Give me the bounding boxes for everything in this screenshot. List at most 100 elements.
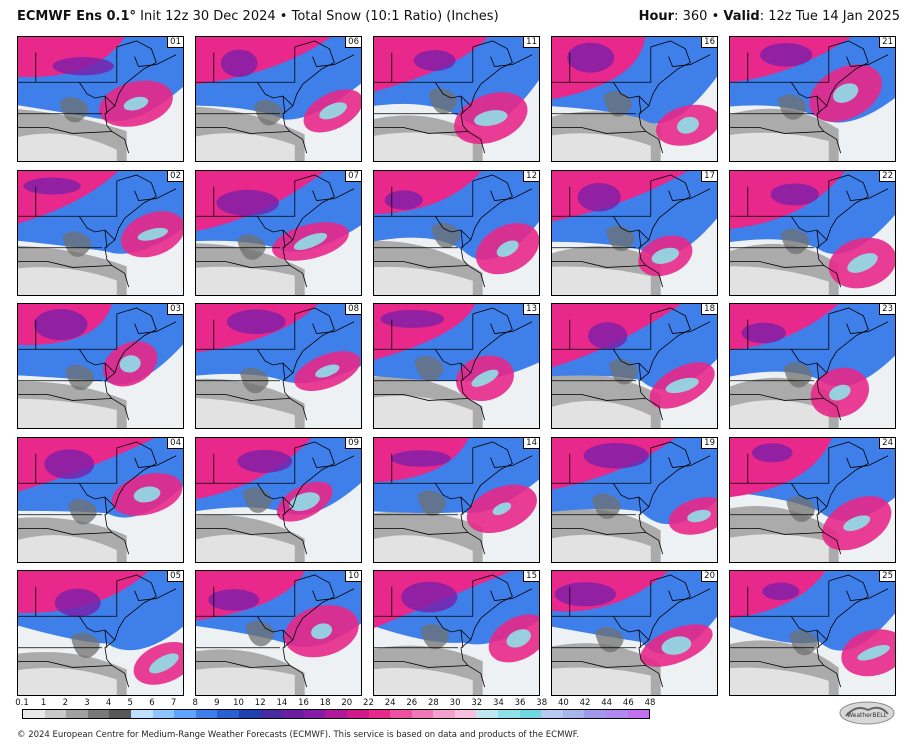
snowfall-map [18, 37, 183, 161]
legend-swatch [433, 710, 455, 718]
member-number: 05 [167, 571, 183, 582]
logo-lettering: WeatherBELL [847, 712, 888, 719]
legend-swatch [519, 710, 542, 718]
product-name: Total Snow (10:1 Ratio) (Inches) [291, 9, 499, 24]
member-number: 19 [701, 437, 717, 449]
legend-color-bar [22, 709, 650, 719]
snowfall-map [196, 571, 361, 695]
snowfall-map [552, 170, 717, 295]
legend-tick-label: 5 [127, 698, 133, 708]
member-number: 08 [345, 304, 361, 315]
snow-legend [22, 709, 650, 723]
ensemble-member-panel: 09 [195, 436, 362, 563]
member-number: 03 [167, 304, 183, 315]
legend-swatch [109, 710, 131, 718]
valid-value: : 12z Tue 14 Jan 2025 [759, 9, 900, 24]
copyright-notice: © 2024 European Centre for Medium-Range … [17, 730, 580, 740]
member-number: 24 [879, 437, 895, 449]
ensemble-member-grid: 01 06 11 16 21 02 07 12 17 22 03 08 13 18 23 04 09 14 19 24… [17, 36, 897, 696]
legend-swatch [23, 710, 45, 718]
snowfall-map [18, 170, 183, 295]
member-number: 12 [523, 170, 539, 182]
member-number: 21 [879, 37, 895, 48]
member-number: 16 [701, 37, 717, 48]
legend-tick-label: 6 [149, 698, 155, 708]
member-number: 01 [167, 37, 183, 48]
snowfall-map [552, 37, 717, 161]
ensemble-member-panel: 23 [729, 303, 896, 429]
member-number: 15 [523, 571, 539, 582]
legend-swatch [541, 710, 563, 718]
legend-tick-label: 42 [579, 698, 591, 708]
title-separator-right: • [711, 9, 720, 24]
legend-swatch [390, 710, 412, 718]
legend-tick-label: 20 [341, 698, 353, 708]
snowfall-map [374, 571, 539, 695]
legend-tick-label: 24 [384, 698, 396, 708]
member-number: 13 [523, 304, 539, 315]
legend-swatch [195, 710, 218, 718]
legend-tick-labels: 0.1 1 2 3 4 5 6 7 8 9 10 12 14 16 18 20 22 24 26 28 30 32 34 36… [0, 698, 660, 710]
map-title: ECMWF Ens 0.1° Init 12z 30 Dec 2024 • To… [17, 9, 499, 24]
snowfall-map [18, 437, 183, 562]
ensemble-member-panel: 04 [17, 436, 184, 563]
legend-swatch [303, 710, 326, 718]
legend-tick-label: 38 [536, 698, 548, 708]
legend-tick-label: 10 [233, 698, 244, 708]
legend-tick-label: 8 [192, 698, 198, 708]
ensemble-member-panel: 03 [17, 303, 184, 429]
valid-label: Valid [723, 9, 760, 24]
member-number: 20 [701, 571, 717, 582]
member-number: 09 [345, 437, 361, 449]
snowfall-map [18, 304, 183, 428]
ensemble-member-panel: 08 [195, 303, 362, 429]
legend-swatch [325, 710, 347, 718]
member-number: 17 [701, 170, 717, 182]
legend-tick-label: 36 [514, 698, 526, 708]
legend-tick-label: 0.1 [15, 698, 29, 708]
member-number: 06 [345, 37, 361, 48]
ensemble-member-panel: 07 [195, 169, 362, 296]
ensemble-member-panel: 19 [551, 436, 718, 563]
title-separator: • [279, 9, 288, 24]
legend-tick-label: 34 [492, 698, 504, 708]
legend-tick-label: 4 [105, 698, 112, 708]
legend-swatch [584, 710, 607, 718]
legend-swatch [606, 710, 628, 718]
ensemble-member-panel: 25 [729, 570, 896, 696]
member-number: 23 [879, 304, 895, 315]
ensemble-member-panel: 11 [373, 36, 540, 162]
snowfall-map [18, 571, 183, 695]
legend-swatch [238, 710, 261, 718]
valid-time: Hour: 360 • Valid: 12z Tue 14 Jan 2025 [639, 9, 900, 24]
snowfall-map [374, 37, 539, 161]
ensemble-member-panel: 18 [551, 303, 718, 429]
legend-swatch [174, 710, 196, 718]
legend-swatch [282, 710, 304, 718]
weatherbell-logo: WeatherBELL [838, 700, 896, 726]
legend-tick-label: 12 [254, 698, 266, 708]
snowfall-map [730, 304, 895, 428]
legend-tick-label: 46 [622, 698, 634, 708]
legend-swatch [411, 710, 434, 718]
ensemble-member-panel: 10 [195, 570, 362, 696]
member-number: 18 [701, 304, 717, 315]
legend-swatch [498, 710, 520, 718]
hour-label: Hour [638, 9, 675, 24]
member-number: 04 [167, 437, 183, 449]
snowfall-map [730, 571, 895, 695]
legend-tick-label: 18 [319, 698, 331, 708]
ensemble-member-panel: 22 [729, 169, 896, 296]
ensemble-member-panel: 15 [373, 570, 540, 696]
legend-tick-label: 40 [557, 698, 569, 708]
legend-swatch [454, 710, 477, 718]
legend-swatch [152, 710, 175, 718]
legend-swatch [217, 710, 239, 718]
legend-swatch [346, 710, 369, 718]
ensemble-member-panel: 13 [373, 303, 540, 429]
snowfall-map [730, 437, 895, 562]
ensemble-member-panel: 17 [551, 169, 718, 296]
snowfall-map [730, 37, 895, 161]
legend-tick-label: 1 [40, 698, 47, 708]
legend-swatch [627, 710, 650, 718]
